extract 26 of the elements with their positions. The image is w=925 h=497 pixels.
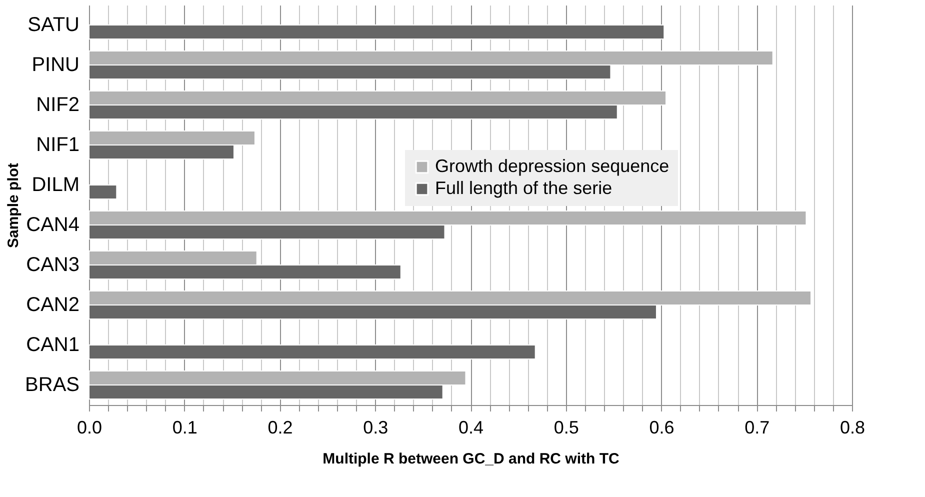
legend-label: Growth depression sequence: [435, 156, 670, 176]
x-tick-label: 0.7: [744, 418, 770, 438]
y-tick-label: NIF1: [36, 134, 80, 156]
legend-label: Full length of the serie: [435, 178, 612, 198]
y-tick-label: DILM: [32, 174, 80, 196]
x-tick-label: 0.1: [172, 418, 198, 438]
bar: [88, 184, 118, 200]
y-tick-label: CAN3: [26, 254, 80, 276]
x-tick-label: 0.2: [268, 418, 293, 438]
y-tick-label: CAN2: [26, 294, 80, 316]
y-tick-label: SATU: [28, 14, 80, 36]
x-axis-title: Multiple R between GC_D and RC with TC: [322, 450, 620, 468]
y-tick-label: PINU: [32, 54, 80, 76]
x-tick-label: 0.4: [458, 418, 484, 438]
y-tick-label: CAN1: [26, 334, 80, 356]
y-tick-label: CAN4: [26, 214, 80, 236]
x-tick-label: 0.5: [554, 418, 579, 438]
y-axis-title: Sample plot: [5, 162, 22, 248]
x-tick-label: 0.0: [76, 418, 102, 438]
y-tick-label: NIF2: [36, 94, 80, 116]
bar: [88, 344, 536, 360]
y-tick-label: BRAS: [25, 374, 80, 396]
x-tick-label: 0.3: [363, 418, 388, 438]
bar: [88, 24, 665, 40]
x-tick-label: 0.8: [840, 418, 866, 438]
x-tick-label: 0.6: [649, 418, 674, 438]
